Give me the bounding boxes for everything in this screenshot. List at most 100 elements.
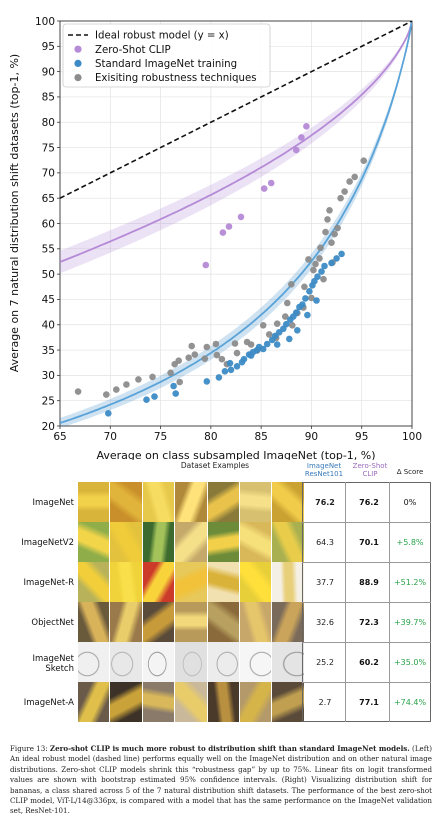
clip-fit-line [60, 21, 412, 263]
standard-imagenet-training-point [333, 255, 340, 262]
exisiting-robustness-techniques-point [247, 341, 255, 348]
exisiting-robustness-techniques-point [123, 381, 130, 388]
standard-imagenet-training-point [227, 366, 235, 374]
banana-example-image [272, 522, 305, 562]
exisiting-robustness-techniques-point [360, 157, 368, 164]
standard-imagenet-training-point [299, 301, 306, 308]
x-tick-label: 95 [355, 431, 368, 443]
zero-shot-clip-point [303, 123, 310, 130]
exisiting-robustness-techniques-point [322, 228, 329, 236]
zero-shot-clip-point [298, 134, 305, 141]
banana-example-image [272, 642, 305, 682]
y-tick-label: 100 [35, 16, 55, 28]
exisiting-robustness-techniques-point [167, 369, 174, 377]
header-clip-line2: CLIP [362, 470, 378, 478]
banana-example-image [175, 522, 208, 562]
standard-imagenet-training-point [273, 341, 281, 348]
standard-imagenet-training-point [170, 382, 177, 390]
banana-example-image [110, 482, 143, 522]
legend-label: Exisiting robustness techniques [95, 73, 257, 84]
caption-body: (Left) An ideal robust model (dashed lin… [10, 744, 432, 816]
standard-imagenet-training-point [283, 320, 290, 328]
table-row: ImageNet Sketch 25.2 60.2 +35.0% [0, 642, 432, 682]
point-layer [74, 123, 368, 417]
header-resnet-line2: ResNet101 [304, 470, 344, 478]
dataset-name: ImageNet-R [0, 578, 74, 588]
banana-example-image [142, 522, 176, 562]
exisiting-robustness-techniques-point [185, 354, 192, 362]
zero-shot-clip-point [202, 261, 210, 269]
banana-example-image [175, 682, 208, 722]
banana-example-image [240, 562, 273, 602]
y-tick-label: 35 [42, 345, 55, 357]
banana-example-image [78, 522, 111, 562]
table-row: ObjectNet 32.6 72.3 +39.7% [0, 602, 432, 642]
delta-score: 0% [403, 498, 417, 507]
standard-imagenet-training-point [221, 368, 229, 375]
exisiting-robustness-techniques-point [301, 283, 308, 291]
table-row: ImageNet-A 2.7 77.1 +74.4% [0, 682, 432, 722]
dataset-name-line: ImageNetV2 [21, 538, 74, 548]
resnet-score: 25.2 [316, 658, 334, 667]
header-clip-line1: Zero-Shot [352, 462, 388, 470]
exisiting-robustness-techniques-point [218, 355, 226, 363]
exisiting-robustness-techniques-point [213, 351, 221, 359]
standard-imagenet-training-point [215, 374, 223, 381]
standard-imagenet-training-point [263, 340, 271, 348]
imagenet-fit-ci-band [60, 21, 412, 426]
y-tick-label: 65 [42, 193, 55, 205]
banana-example-image [78, 682, 111, 722]
y-tick-label: 30 [42, 370, 55, 382]
y-tick-label: 50 [42, 269, 55, 281]
zero-shot-clip-point [260, 185, 268, 192]
standard-imagenet-training-point [151, 393, 158, 400]
standard-imagenet-training-point [293, 309, 300, 316]
standard-imagenet-training-point [247, 352, 255, 359]
standard-imagenet-training-point [321, 262, 328, 270]
banana-example-image [175, 562, 208, 602]
exisiting-robustness-techniques-point [328, 239, 335, 246]
y-tick-label: 45 [42, 294, 55, 306]
x-tick-label: 80 [204, 431, 217, 443]
standard-imagenet-training-point [328, 259, 335, 267]
x-axis-label: Average on class subsampled ImageNet (to… [96, 449, 375, 460]
dataset-name-line: ImageNet [32, 654, 74, 664]
resnet-score: 76.2 [315, 498, 335, 507]
legend: Ideal robust model (y = x) Zero-Shot CLIP… [62, 23, 271, 88]
exisiting-robustness-techniques-point [135, 376, 142, 383]
header-delta-score: Δ Score [396, 468, 424, 476]
banana-example-image [207, 682, 240, 722]
row-divider [302, 522, 431, 523]
banana-example-image [78, 482, 111, 522]
standard-imagenet-training-point [302, 295, 309, 302]
banana-example-image [240, 482, 273, 522]
robustness-chart: 20 25 30 35 40 45 50 55 60 65 70 75 80 85 90 95 100 65 70 7… [8, 16, 422, 460]
standard-imagenet-training-point [226, 359, 234, 367]
banana-example-image [110, 682, 143, 722]
x-tick-label: 70 [104, 431, 117, 443]
legend-label: Standard ImageNet training [95, 59, 237, 70]
legend-label: Zero-Shot CLIP [95, 45, 171, 56]
banana-example-image [175, 482, 208, 522]
imagenet-fit-line [60, 21, 412, 424]
exisiting-robustness-techniques-point [324, 216, 331, 223]
y-tick-label: 75 [42, 142, 55, 154]
banana-example-image [142, 562, 176, 602]
exisiting-robustness-techniques-point [231, 340, 239, 347]
y-tick-label: 85 [42, 92, 55, 104]
exisiting-robustness-techniques-point [341, 188, 348, 195]
row-divider [302, 562, 431, 563]
standard-imagenet-training-point [286, 335, 293, 343]
zero-shot-clip-point [237, 213, 245, 221]
row-divider [302, 602, 431, 603]
banana-example-image [110, 562, 143, 602]
banana-example-image [110, 522, 143, 562]
exisiting-robustness-techniques-point [149, 373, 156, 381]
clip-score: 70.1 [359, 538, 379, 547]
banana-example-image [175, 602, 208, 642]
banana-example-image [110, 642, 143, 682]
fit-layer [60, 21, 412, 426]
standard-imagenet-training-point [172, 390, 179, 397]
banana-example-image [207, 562, 240, 602]
figure-caption: Figure 13: Zero-shot CLIP is much more r… [10, 744, 432, 817]
